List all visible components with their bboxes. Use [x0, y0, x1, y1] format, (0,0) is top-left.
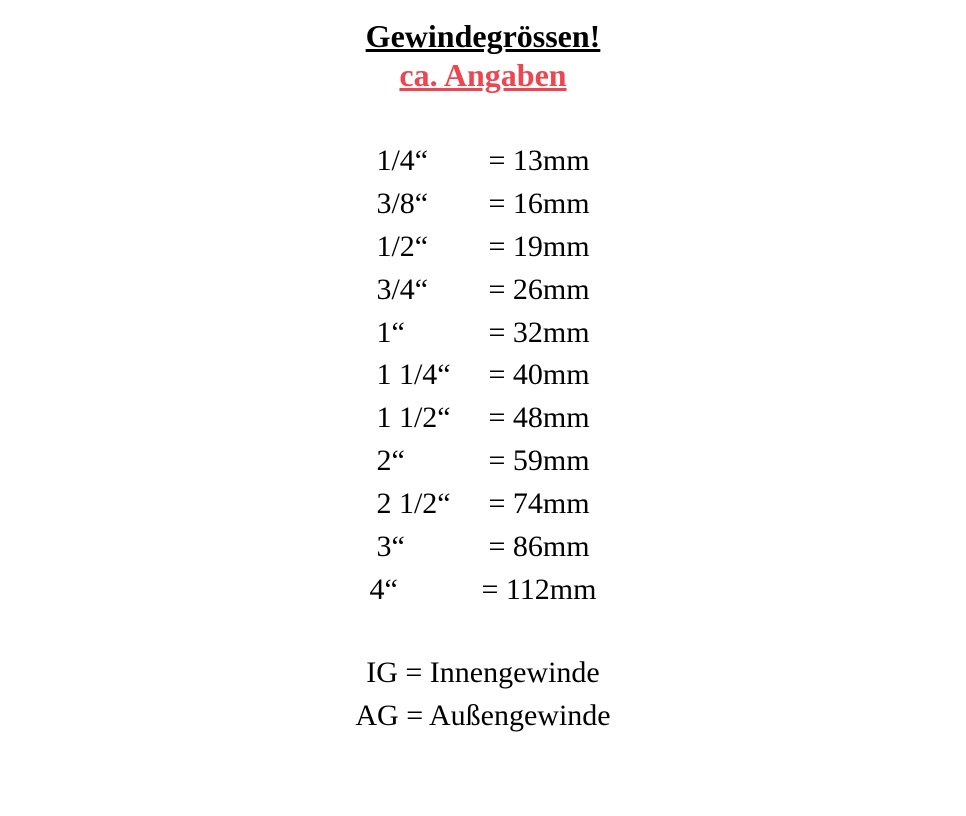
page-subtitle: ca. Angaben [399, 57, 566, 94]
size-row: 1“ = 32mm [376, 312, 589, 355]
legend-row: AG = Außengewinde [355, 695, 610, 738]
size-value: = 112mm [482, 569, 597, 612]
size-value: = 48mm [488, 397, 589, 440]
size-label: 1 1/4“ [376, 354, 488, 397]
size-row: 3/4“ = 26mm [376, 269, 589, 312]
thread-sizes-list: 1/4“ = 13mm 3/8“ = 16mm 1/2“ = 19mm 3/4“… [370, 140, 597, 612]
legend-block: IG = Innengewinde AG = Außengewinde [355, 652, 610, 738]
size-label: 3“ [376, 526, 488, 569]
size-value: = 59mm [488, 440, 589, 483]
size-value: = 74mm [488, 483, 589, 526]
size-value: = 40mm [488, 354, 589, 397]
size-value: = 13mm [488, 140, 589, 183]
size-value: = 32mm [488, 312, 589, 355]
size-row: 1 1/2“ = 48mm [376, 397, 589, 440]
size-value: = 19mm [488, 226, 589, 269]
size-row: 1/4“ = 13mm [376, 140, 589, 183]
size-row: 2 1/2“ = 74mm [376, 483, 589, 526]
size-row: 2“ = 59mm [376, 440, 589, 483]
size-row: 1/2“ = 19mm [376, 226, 589, 269]
size-value: = 86mm [488, 526, 589, 569]
size-row: 1 1/4“ = 40mm [376, 354, 589, 397]
size-value: = 26mm [488, 269, 589, 312]
size-row: 4“ = 112mm [370, 569, 597, 612]
size-label: 1/2“ [376, 226, 488, 269]
size-row: 3“ = 86mm [376, 526, 589, 569]
size-value: = 16mm [488, 183, 589, 226]
size-label: 2“ [376, 440, 488, 483]
legend-row: IG = Innengewinde [366, 652, 600, 695]
size-label: 1 1/2“ [376, 397, 488, 440]
size-label: 3/8“ [376, 183, 488, 226]
size-label: 4“ [370, 569, 482, 612]
page-title: Gewindegrössen! [366, 18, 601, 55]
size-label: 2 1/2“ [376, 483, 488, 526]
size-row: 3/8“ = 16mm [376, 183, 589, 226]
size-label: 3/4“ [376, 269, 488, 312]
size-label: 1“ [376, 312, 488, 355]
size-label: 1/4“ [376, 140, 488, 183]
